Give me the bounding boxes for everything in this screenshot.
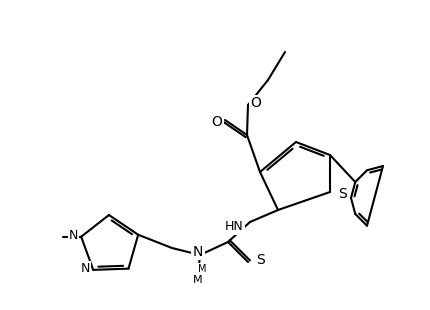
Text: S: S — [256, 253, 265, 267]
Text: HN: HN — [225, 220, 244, 233]
Text: M: M — [193, 275, 203, 285]
Text: O: O — [251, 96, 261, 110]
Text: S: S — [338, 187, 347, 201]
Text: N: N — [193, 245, 203, 259]
Text: O: O — [212, 115, 222, 129]
Text: N: N — [69, 229, 78, 242]
Text: M: M — [198, 264, 206, 274]
Text: N: N — [81, 262, 90, 275]
